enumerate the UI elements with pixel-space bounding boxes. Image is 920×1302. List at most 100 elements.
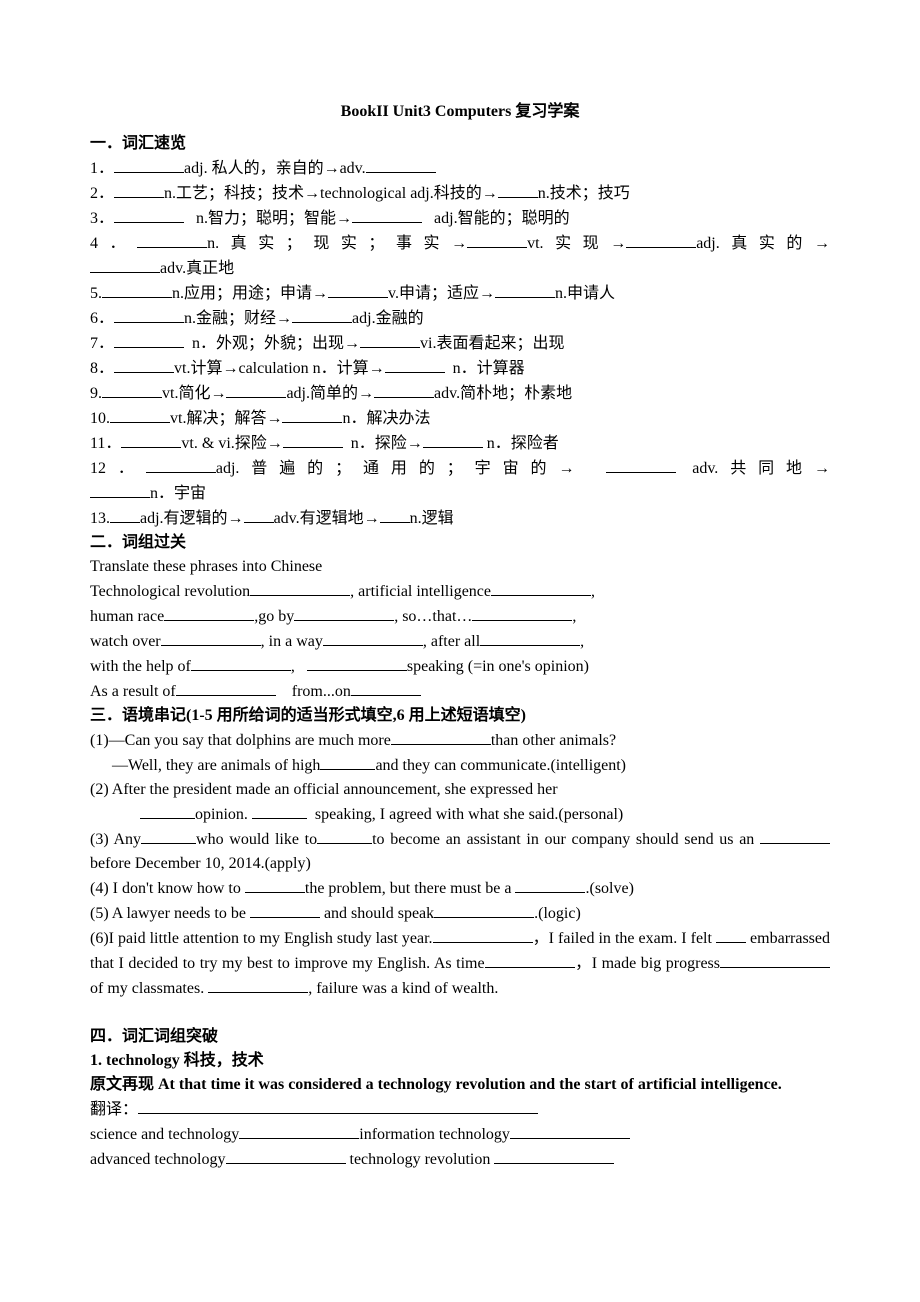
text: (5) A lawyer needs to be: [90, 905, 246, 922]
label: 2．: [90, 185, 114, 202]
blank[interactable]: [320, 753, 375, 770]
blank[interactable]: [226, 381, 286, 398]
blank[interactable]: [244, 506, 274, 523]
blank[interactable]: [226, 1147, 346, 1164]
blank[interactable]: [510, 1122, 630, 1139]
blank[interactable]: [352, 206, 422, 223]
text: ，I made big progress: [575, 955, 720, 972]
blank[interactable]: [121, 431, 181, 448]
blank[interactable]: [114, 356, 174, 373]
blank[interactable]: [433, 926, 533, 943]
blank[interactable]: [485, 951, 575, 968]
blank[interactable]: [252, 802, 307, 819]
blank[interactable]: [239, 1122, 359, 1139]
blank[interactable]: [323, 629, 423, 646]
blank[interactable]: [716, 926, 746, 943]
blank[interactable]: [138, 1097, 538, 1114]
blank[interactable]: [250, 579, 350, 596]
blank[interactable]: [294, 604, 394, 621]
blank[interactable]: [114, 156, 184, 173]
blank[interactable]: [317, 827, 372, 844]
section4-head: 四．词汇词组突破: [90, 1025, 830, 1049]
blank[interactable]: [141, 827, 196, 844]
blank[interactable]: [328, 281, 388, 298]
label: 10.: [90, 410, 110, 427]
blank[interactable]: [498, 181, 538, 198]
phrase-line-1: Technological revolution, artificial int…: [90, 579, 830, 604]
blank[interactable]: [102, 281, 172, 298]
blank[interactable]: [282, 406, 342, 423]
section1-head: 一．词汇速览: [90, 132, 830, 156]
blank[interactable]: [191, 654, 291, 671]
text: v.申请；适应→: [388, 285, 495, 302]
blank[interactable]: [161, 629, 261, 646]
blank[interactable]: [385, 356, 445, 373]
text: , artificial intelligence: [350, 583, 491, 600]
blank[interactable]: [114, 306, 184, 323]
text: (6)I paid little attention to my English…: [90, 930, 433, 947]
blank[interactable]: [114, 181, 164, 198]
blank[interactable]: [114, 206, 184, 223]
blank[interactable]: [720, 951, 830, 968]
text: n．探险者: [487, 435, 559, 452]
blank[interactable]: [114, 331, 184, 348]
blank[interactable]: [360, 331, 420, 348]
label: 12．: [90, 460, 146, 477]
blank[interactable]: [102, 381, 162, 398]
item-9: 9.vt.简化→adj.简单的→adv.简朴地；朴素地: [90, 381, 830, 406]
text: n．探险→: [351, 435, 423, 452]
blank[interactable]: [283, 431, 343, 448]
text: from...on: [292, 683, 351, 700]
text: .(logic): [534, 905, 581, 922]
label: 3．: [90, 210, 114, 227]
blank[interactable]: [494, 1147, 614, 1164]
blank[interactable]: [391, 728, 491, 745]
text: vt.实现→: [527, 235, 626, 252]
blank[interactable]: [480, 629, 580, 646]
text: , in a way: [261, 633, 323, 650]
blank[interactable]: [626, 231, 696, 248]
blank[interactable]: [140, 802, 195, 819]
item-5: 5.n.应用；用途；申请→v.申请；适应→n.申请人: [90, 281, 830, 306]
blank[interactable]: [351, 679, 421, 696]
section3-head: 三．语境串记(1-5 用所给词的适当形式填空,6 用上述短语填空): [90, 704, 830, 728]
item-10: 10.vt.解决；解答→n．解决办法: [90, 406, 830, 431]
text: vi.表面看起来；出现: [420, 335, 564, 352]
blank[interactable]: [467, 231, 527, 248]
text: n.真实；现实；事实→: [207, 235, 467, 252]
text: and should speak: [324, 905, 434, 922]
text: technology revolution: [346, 1151, 495, 1168]
blank[interactable]: [110, 506, 140, 523]
blank[interactable]: [495, 281, 555, 298]
blank[interactable]: [472, 604, 572, 621]
translate-line: 翻译：: [90, 1097, 830, 1122]
blank[interactable]: [491, 579, 591, 596]
topic-1: 1. technology 科技，技术: [90, 1049, 830, 1073]
blank[interactable]: [307, 654, 407, 671]
label: 9.: [90, 385, 102, 402]
blank[interactable]: [176, 679, 276, 696]
blank[interactable]: [245, 876, 305, 893]
blank[interactable]: [146, 456, 216, 473]
blank[interactable]: [90, 481, 150, 498]
section2-head: 二．词组过关: [90, 531, 830, 555]
blank[interactable]: [380, 506, 410, 523]
text: n．宇宙: [150, 485, 206, 502]
blank[interactable]: [423, 431, 483, 448]
text: science and technology: [90, 1126, 239, 1143]
blank[interactable]: [374, 381, 434, 398]
blank[interactable]: [760, 827, 830, 844]
blank[interactable]: [434, 901, 534, 918]
blank[interactable]: [110, 406, 170, 423]
blank[interactable]: [137, 231, 207, 248]
blank[interactable]: [250, 901, 320, 918]
text: advanced technology: [90, 1151, 226, 1168]
blank[interactable]: [366, 156, 436, 173]
blank[interactable]: [208, 976, 308, 993]
blank[interactable]: [515, 876, 585, 893]
blank[interactable]: [90, 256, 160, 273]
blank[interactable]: [292, 306, 352, 323]
phrase-pair-1: science and technologyinformation techno…: [90, 1122, 830, 1147]
blank[interactable]: [606, 456, 676, 473]
blank[interactable]: [164, 604, 254, 621]
